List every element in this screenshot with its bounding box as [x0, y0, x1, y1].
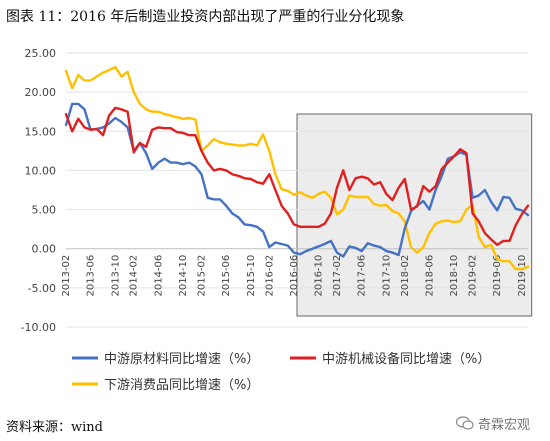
series-lines [64, 65, 530, 271]
y-tick-label: 25.00 [25, 47, 57, 60]
legend-label: 下游消费品同比增速（%） [104, 378, 259, 393]
y-axis: 25.00 20.00 15.00 10.00 5.00 0.00 -5.00 -10.00 [21, 47, 56, 334]
y-tick-label: -5.00 [28, 282, 56, 295]
y-tick-label: 10.00 [25, 164, 57, 177]
x-tick-label: 2017-02 [332, 255, 343, 297]
y-tick-label: 0.00 [32, 243, 57, 256]
x-tick-label: 2014-06 [153, 255, 164, 297]
x-tick-label: 2016-10 [314, 255, 325, 297]
x-tick-label: 2019-06 [492, 255, 503, 297]
y-tick-label: 5.00 [32, 204, 57, 217]
x-tick-label: 2018-02 [400, 255, 411, 297]
series-line-1 [64, 106, 530, 247]
legend: 中游原材料同比增速（%） 中游机械设备同比增速（%） 下游消费品同比增速（%） [72, 351, 490, 393]
y-gridlines [66, 52, 528, 328]
x-tick-label: 2019-10 [517, 255, 528, 297]
watermark-text: 奇霖宏观 [478, 418, 531, 433]
x-tick-label: 2015-10 [246, 255, 257, 297]
x-tick-label: 2015-06 [221, 255, 232, 297]
x-tick-label: 2016-06 [289, 255, 300, 297]
legend-label: 中游机械设备同比增速（%） [322, 351, 490, 367]
watermark: 奇霖宏观 [456, 414, 530, 433]
x-tick-label: 2014-10 [178, 255, 189, 297]
x-tick-label: 2013-02 [61, 255, 72, 297]
x-tick-label: 2018-06 [424, 255, 435, 297]
legend-label: 中游原材料同比增速（%） [104, 352, 259, 367]
y-tick-label: 15.00 [25, 125, 57, 138]
x-tick-label: 2014-02 [129, 255, 140, 297]
series-line-2 [64, 65, 530, 271]
x-axis: 2013-02 2013-06 2013-10 2014-02 2014-06 2014-… [61, 255, 528, 297]
x-tick-label: 2019-02 [468, 255, 479, 297]
x-tick-label: 2013-10 [110, 255, 121, 297]
y-tick-label: 20.00 [25, 86, 57, 99]
x-tick-label: 2015-02 [197, 255, 208, 297]
x-tick-label: 2016-02 [264, 255, 275, 297]
x-tick-label: 2017-06 [357, 255, 368, 297]
x-tick-label: 2017-10 [381, 255, 392, 297]
x-tick-label: 2013-06 [86, 255, 97, 297]
source-note: 资料来源：wind [6, 420, 103, 435]
chat-bubble-icon [456, 416, 474, 430]
y-tick-label: -10.00 [21, 321, 56, 334]
x-tick-label: 2018-10 [449, 255, 460, 297]
figure-title: 图表 11：2016 年后制造业投资内部出现了严重的行业分化现象 [6, 9, 405, 25]
series-line-0 [64, 102, 530, 258]
